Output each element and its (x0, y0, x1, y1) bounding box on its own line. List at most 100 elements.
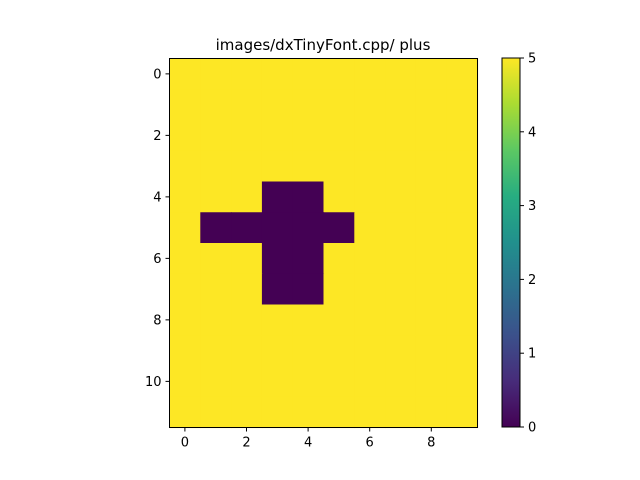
heatmap-cell (261, 120, 294, 152)
heatmap-cell (169, 273, 201, 306)
heatmap-cell (292, 89, 325, 121)
chart-title: images/dxTinyFont.cpp/ plus (216, 36, 431, 54)
heatmap-cell (261, 58, 294, 90)
heatmap-cell (323, 120, 355, 152)
heatmap-cell (446, 304, 479, 336)
heatmap-cell (354, 273, 386, 306)
heatmap-cell (169, 243, 201, 275)
heatmap-cell (323, 150, 355, 183)
heatmap-cell (261, 243, 294, 275)
heatmap-cell (169, 181, 201, 213)
heatmap-cell (169, 150, 201, 183)
heatmap-cell (323, 273, 355, 306)
heatmap-cell (292, 58, 325, 90)
heatmap-cell (415, 335, 448, 367)
heatmap-cell (323, 89, 355, 121)
heatmap-cell (354, 58, 386, 90)
heatmap-cell (200, 366, 232, 398)
heatmap-cell (385, 273, 417, 306)
heatmap-cell (446, 273, 479, 306)
heatmap-cell (385, 396, 417, 429)
heatmap-cell (261, 366, 294, 398)
heatmap-cell (354, 335, 386, 367)
heatmap-cell (354, 120, 386, 152)
heatmap-cell (323, 212, 355, 244)
heatmap-cell (231, 335, 263, 367)
y-tick-label: 0 (153, 67, 161, 82)
heatmap-cell (169, 58, 201, 90)
heatmap-cell (231, 273, 263, 306)
heatmap-cell (446, 366, 479, 398)
heatmap-cell (415, 181, 448, 213)
x-tick-label: 4 (304, 436, 312, 451)
heatmap-cell (231, 243, 263, 275)
heatmap-cell (292, 243, 325, 275)
heatmap-cell (261, 150, 294, 183)
heatmap-cell (200, 150, 232, 183)
x-axis: 0 2 4 6 8 (181, 427, 435, 451)
heatmap-cell (231, 212, 263, 244)
heatmap-cell (385, 366, 417, 398)
heatmap-cell (446, 58, 479, 90)
heatmap-cell (385, 243, 417, 275)
heatmap-cell (385, 212, 417, 244)
heatmap-cell (354, 396, 386, 429)
heatmap-cell (200, 335, 232, 367)
heatmap-cell (385, 89, 417, 121)
heatmap-cell (354, 304, 386, 336)
heatmap-cell (415, 150, 448, 183)
heatmap-cell (200, 273, 232, 306)
heatmap-cell (169, 304, 201, 336)
heatmap-cell (446, 335, 479, 367)
heatmap-cell (323, 335, 355, 367)
heatmap-cell (292, 335, 325, 367)
heatmap-cell (323, 58, 355, 90)
colorbar-tick-label: 1 (528, 347, 536, 362)
heatmap-cell (292, 150, 325, 183)
heatmap-cell (446, 243, 479, 275)
heatmap-cell (446, 212, 479, 244)
colorbar-tick-label: 4 (528, 125, 536, 140)
heatmap-cell (385, 58, 417, 90)
heatmap-cell (261, 335, 294, 367)
heatmap-cell (292, 273, 325, 306)
colorbar-axis: 0 1 2 3 4 5 (520, 52, 536, 436)
y-tick-label: 6 (153, 252, 161, 267)
heatmap-cell (354, 89, 386, 121)
heatmap-cell (323, 396, 355, 429)
x-tick-label: 6 (366, 436, 374, 451)
heatmap-cell (231, 150, 263, 183)
heatmap-cell (323, 243, 355, 275)
heatmap-cell (200, 58, 232, 90)
heatmap-cell (261, 89, 294, 121)
colorbar-tick-label: 2 (528, 273, 536, 288)
heatmap-cell (231, 181, 263, 213)
heatmap-cell (292, 396, 325, 429)
heatmap-cell (292, 181, 325, 213)
heatmap-cell (169, 120, 201, 152)
heatmap-cell (169, 212, 201, 244)
y-tick-label: 10 (145, 375, 162, 390)
colorbar (501, 57, 521, 428)
heatmap-cell (231, 396, 263, 429)
heatmap-cell (169, 396, 201, 429)
heatmap-cell (354, 150, 386, 183)
x-tick-label: 8 (427, 436, 435, 451)
heatmap-cell (415, 58, 448, 90)
colorbar-tick-label: 5 (528, 52, 536, 67)
heatmap-cell (446, 89, 479, 121)
heatmap-cell (261, 396, 294, 429)
y-tick-label: 8 (153, 313, 161, 328)
heatmap-cell (385, 304, 417, 336)
heatmap-cell (354, 243, 386, 275)
heatmap-cell (415, 89, 448, 121)
heatmap-cell (323, 304, 355, 336)
heatmap-cell (415, 120, 448, 152)
heatmap-cell (323, 366, 355, 398)
heatmap-cell (261, 181, 294, 213)
heatmap-cell (446, 150, 479, 183)
heatmap-cell (261, 304, 294, 336)
heatmap-cell (169, 89, 201, 121)
heatmap-cell (261, 273, 294, 306)
